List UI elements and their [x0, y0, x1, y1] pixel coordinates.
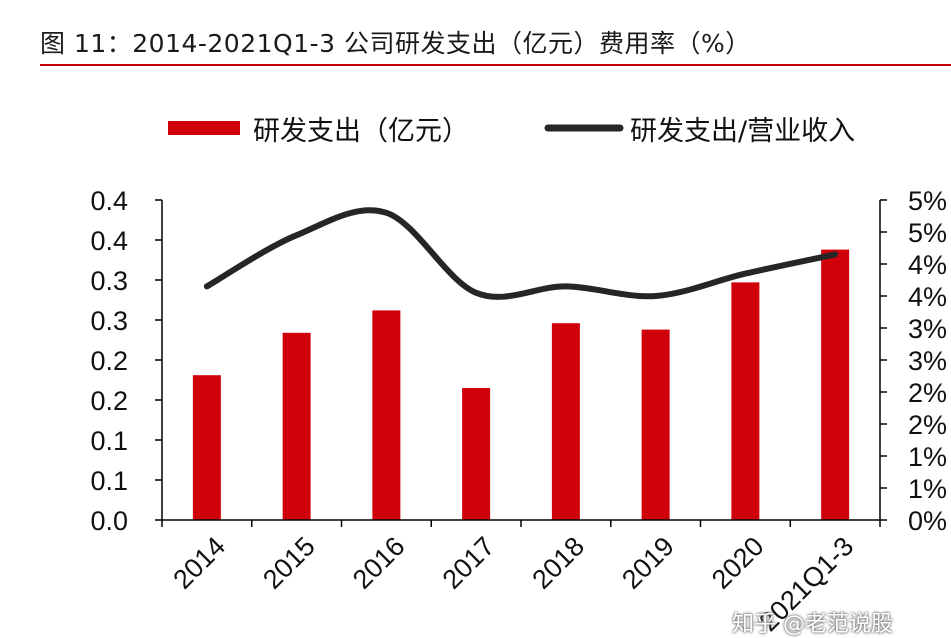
right-axis-tick-label: 5% [908, 186, 947, 216]
bar [462, 388, 491, 520]
left-axis-tick-label: 0.2 [90, 346, 128, 376]
bar-series [192, 249, 850, 520]
right-axis-tick-label: 2% [908, 378, 947, 408]
bar [282, 332, 311, 520]
bar [551, 323, 580, 520]
watermark: 知乎 @老范说股 [732, 612, 893, 637]
left-axis-tick-label: 0.1 [90, 466, 128, 496]
x-axis-tick-label: 2015 [257, 531, 321, 595]
legend-bar-label: 研发支出（亿元） [253, 116, 469, 147]
left-axis-tick-label: 0.3 [90, 306, 128, 336]
right-axis-tick-label: 2% [908, 410, 947, 440]
x-axis-tick-label: 2019 [616, 531, 680, 595]
left-axis-tick-label: 0.1 [90, 426, 128, 456]
legend-line-label: 研发支出/营业收入 [630, 116, 855, 147]
x-axis-tick-label: 2020 [706, 531, 770, 595]
right-axis-tick-label: 0% [908, 506, 947, 536]
bar [641, 329, 670, 520]
x-axis-tick-label: 2018 [526, 531, 590, 595]
x-axis-tick-label: 2016 [347, 531, 411, 595]
right-axis-tick-label: 4% [908, 282, 947, 312]
legend-bar-swatch [168, 121, 240, 135]
x-axis-tick-label: 2014 [167, 531, 231, 595]
right-axis-tick-label: 4% [908, 250, 947, 280]
bar [192, 375, 221, 520]
x-axis-tick-label: 2017 [437, 531, 501, 595]
right-axis-tick-label: 3% [908, 346, 947, 376]
left-axis-tick-label: 0.3 [90, 266, 128, 296]
right-axis-tick-label: 1% [908, 474, 947, 504]
line-series-path [203, 207, 839, 300]
bar [821, 249, 850, 520]
right-axis-tick-label: 1% [908, 442, 947, 472]
chart-legend: 研发支出（亿元） 研发支出/营业收入 [168, 116, 855, 147]
left-axis-tick-label: 0.0 [90, 506, 128, 536]
bar [731, 282, 760, 520]
left-axis-tick-label: 0.2 [90, 386, 128, 416]
right-axis-tick-label: 5% [908, 218, 947, 248]
left-axis-tick-label: 0.4 [90, 226, 128, 256]
bar [372, 310, 401, 520]
title-divider [40, 64, 951, 66]
chart-title: 图 11：2014-2021Q1-3 公司研发支出（亿元）费用率（%） [40, 29, 751, 58]
right-axis-tick-label: 3% [908, 314, 947, 344]
line-series [203, 207, 839, 300]
left-axis-tick-label: 0.4 [90, 186, 128, 216]
